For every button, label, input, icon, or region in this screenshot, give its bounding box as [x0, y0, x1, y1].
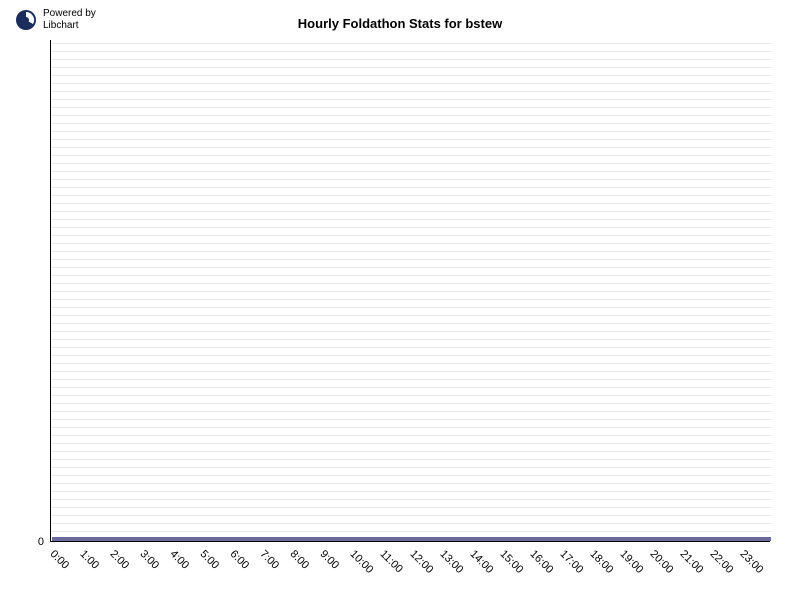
gridline [52, 203, 771, 204]
chart-container: 0 0:001:002:003:004:005:006:007:008:009:… [50, 40, 770, 542]
x-tick-label: 1:00 [78, 548, 102, 572]
x-tick-label: 0:00 [48, 548, 72, 572]
gridline [52, 339, 771, 340]
x-tick-label: 19:00 [618, 548, 646, 576]
x-tick-label: 10:00 [348, 548, 376, 576]
x-tick-label: 20:00 [648, 548, 676, 576]
gridline [52, 147, 771, 148]
gridline [52, 323, 771, 324]
gridline [52, 299, 771, 300]
gridline [52, 211, 771, 212]
gridline [52, 243, 771, 244]
x-tick-label: 5:00 [198, 548, 222, 572]
gridline [52, 227, 771, 228]
gridline [52, 107, 771, 108]
gridline [52, 267, 771, 268]
gridline [52, 403, 771, 404]
gridline [52, 187, 771, 188]
gridline [52, 363, 771, 364]
x-tick-label: 17:00 [558, 548, 586, 576]
gridline [52, 115, 771, 116]
gridline [52, 523, 771, 524]
gridline [52, 139, 771, 140]
gridline [52, 443, 771, 444]
gridline [52, 355, 771, 356]
gridline [52, 195, 771, 196]
gridline [52, 331, 771, 332]
gridline [52, 483, 771, 484]
baseline-band [52, 537, 771, 541]
x-tick-label: 3:00 [138, 548, 162, 572]
x-tick-label: 11:00 [378, 548, 405, 575]
x-tick-label: 4:00 [168, 548, 192, 572]
x-tick-label: 8:00 [288, 548, 312, 572]
gridline [52, 67, 771, 68]
gridline [52, 307, 771, 308]
gridline [52, 371, 771, 372]
x-tick-label: 14:00 [468, 548, 496, 576]
gridline [52, 131, 771, 132]
gridline [52, 379, 771, 380]
gridline [52, 259, 771, 260]
gridline [52, 283, 771, 284]
gridline [52, 387, 771, 388]
gridline [52, 395, 771, 396]
x-tick-label: 9:00 [318, 548, 342, 572]
gridline [52, 75, 771, 76]
gridline [52, 251, 771, 252]
gridline [52, 427, 771, 428]
gridline [52, 491, 771, 492]
gridline [52, 531, 771, 532]
x-tick-label: 16:00 [528, 548, 556, 576]
gridline [52, 179, 771, 180]
gridline [52, 507, 771, 508]
gridline [52, 219, 771, 220]
x-tick-label: 21:00 [678, 548, 706, 576]
gridline [52, 171, 771, 172]
gridline [52, 515, 771, 516]
x-tick-label: 23:00 [738, 548, 766, 576]
gridline [52, 91, 771, 92]
gridline [52, 83, 771, 84]
gridline [52, 459, 771, 460]
gridline [52, 99, 771, 100]
gridline [52, 411, 771, 412]
gridline [52, 419, 771, 420]
gridline [52, 435, 771, 436]
x-tick-label: 7:00 [258, 548, 282, 572]
gridline [52, 123, 771, 124]
gridline [52, 467, 771, 468]
plot-area [50, 40, 770, 542]
gridline [52, 451, 771, 452]
x-tick-label: 18:00 [588, 548, 616, 576]
gridline [52, 315, 771, 316]
gridline [52, 51, 771, 52]
gridline [52, 235, 771, 236]
gridline [52, 291, 771, 292]
gridline [52, 347, 771, 348]
gridline [52, 163, 771, 164]
gridline [52, 475, 771, 476]
gridline [52, 499, 771, 500]
gridlines [52, 40, 771, 541]
gridline [52, 155, 771, 156]
x-tick-label: 22:00 [708, 548, 736, 576]
gridline [52, 275, 771, 276]
x-tick-label: 13:00 [438, 548, 466, 576]
x-tick-label: 6:00 [228, 548, 252, 572]
y-tick-label: 0 [38, 536, 44, 548]
x-tick-label: 12:00 [408, 548, 436, 576]
chart-title: Hourly Foldathon Stats for bstew [0, 16, 800, 31]
x-tick-label: 2:00 [108, 548, 132, 572]
x-tick-label: 15:00 [498, 548, 526, 576]
gridline [52, 43, 771, 44]
gridline [52, 59, 771, 60]
